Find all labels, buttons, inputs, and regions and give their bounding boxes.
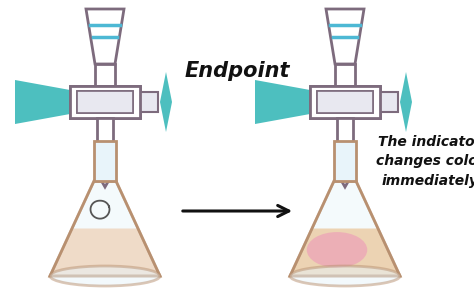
Bar (97, 118, 113, 173)
Bar (317, 91, 373, 113)
Bar (380, 92, 398, 112)
Bar (310, 86, 380, 118)
Bar (70, 86, 140, 118)
Bar (310, 86, 380, 118)
Bar (70, 86, 140, 118)
Polygon shape (51, 228, 159, 276)
Polygon shape (400, 72, 412, 132)
Polygon shape (160, 72, 172, 132)
Ellipse shape (307, 232, 367, 268)
Bar (77, 91, 133, 113)
Polygon shape (290, 181, 400, 276)
Polygon shape (86, 9, 124, 64)
Polygon shape (255, 80, 310, 124)
Polygon shape (337, 173, 353, 187)
Text: Endpoint: Endpoint (184, 61, 290, 81)
Bar (337, 118, 353, 173)
Polygon shape (50, 181, 160, 276)
Bar (98, 62, 112, 142)
Bar (94, 141, 116, 181)
Polygon shape (291, 228, 399, 276)
Bar (334, 141, 356, 181)
Ellipse shape (50, 266, 160, 286)
Polygon shape (15, 80, 70, 124)
Bar (140, 92, 158, 112)
Polygon shape (97, 173, 113, 187)
Bar (335, 64, 355, 86)
Bar (95, 64, 115, 86)
Ellipse shape (290, 266, 400, 286)
Polygon shape (326, 9, 364, 64)
Text: The indicator
changes color
immediately: The indicator changes color immediately (376, 134, 474, 187)
Bar (77, 91, 133, 113)
Bar (317, 91, 373, 113)
Bar (338, 62, 352, 142)
